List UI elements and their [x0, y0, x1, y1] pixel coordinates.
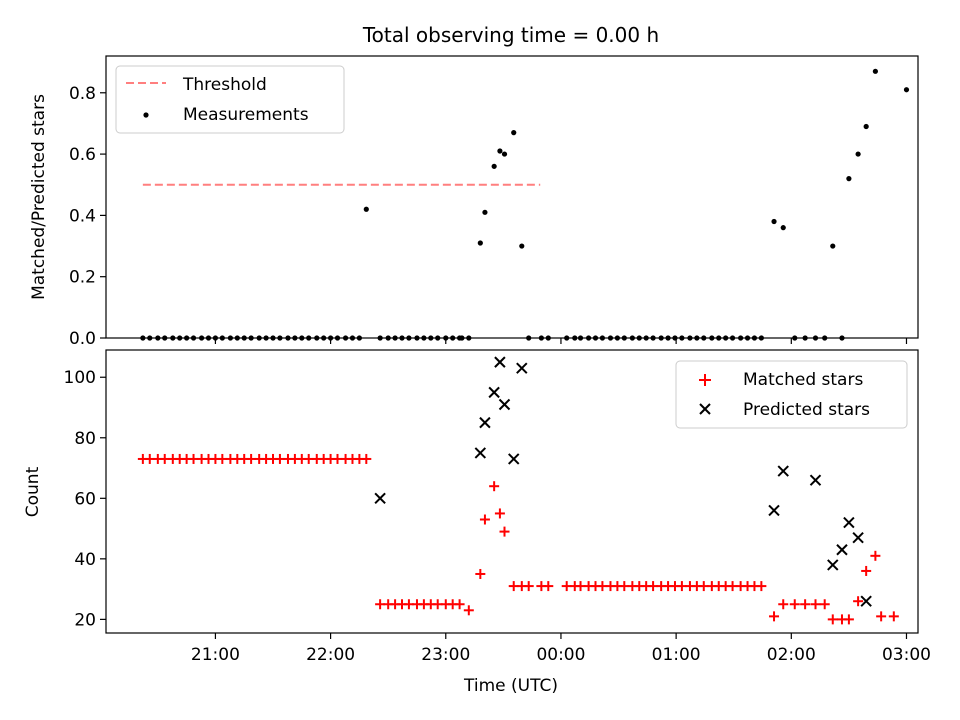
matched-star-point [800, 599, 811, 610]
matched-star-point [778, 599, 789, 610]
predicted-star-point [474, 447, 487, 459]
measurement-point [511, 130, 517, 136]
matched-star-point [475, 568, 486, 579]
measurement-point [477, 240, 483, 246]
measurement-point [501, 151, 508, 157]
measurement-point [903, 87, 910, 93]
predicted-star-point [860, 595, 872, 607]
matched-star-point [523, 581, 534, 592]
bottom-plot-frame [105, 349, 919, 634]
bottom-legend-box [675, 360, 908, 429]
top-panel: 0.00.20.40.60.8 Matched/Predicted stars … [29, 55, 919, 349]
x-tick-label: 00:00 [536, 645, 585, 665]
predicted-star-point [843, 516, 855, 529]
predicted-star-point [777, 465, 789, 477]
measurement-point [855, 151, 861, 157]
matched-star-point [888, 611, 899, 622]
matched-star-point [756, 581, 767, 592]
matched-star-point [489, 481, 500, 492]
legend-matched-swatch [699, 374, 711, 386]
predicted-star-point [852, 531, 864, 544]
predicted-star-point [827, 559, 839, 571]
predicted-star-point [516, 362, 528, 374]
x-tick-label: 02:00 [767, 645, 816, 665]
x-tick-label: 03:00 [882, 645, 931, 665]
x-tick-label: 21:00 [191, 645, 240, 665]
predicted-star-point [809, 474, 822, 486]
predicted-star-point [498, 398, 511, 411]
predicted-stars-layer [374, 356, 872, 607]
bottom-y-tick-label: 20 [74, 610, 96, 630]
measurement-point [780, 225, 786, 231]
matched-star-point [789, 599, 800, 610]
predicted-star-point [374, 492, 386, 505]
matched-star-point [543, 581, 554, 592]
matched-star-point [454, 599, 465, 610]
predicted-star-point [836, 544, 848, 556]
matched-star-point [861, 565, 872, 576]
bottom-y-tick-label: 80 [74, 429, 96, 449]
bottom-y-ticks: 20 40 60 80 100 [64, 368, 106, 630]
bottom-y-tick-label: 100 [64, 368, 96, 388]
top-y-tick-label: 0.8 [69, 84, 96, 104]
x-tick-label: 01:00 [652, 645, 701, 665]
predicted-star-point [768, 504, 780, 517]
top-y-tick-label: 0.2 [69, 268, 96, 288]
bottom-y-tick-label: 40 [74, 550, 96, 570]
x-tick-label: 22:00 [306, 645, 355, 665]
top-legend-box [115, 65, 345, 134]
top-y-axis-label: Matched/Predicted stars [29, 94, 49, 300]
bottom-x-ticks: 21:00 22:00 23:00 00:00 01:00 02:00 03:00 [191, 633, 931, 665]
predicted-star-point [488, 386, 500, 399]
bottom-legend: Matched stars Predicted stars [675, 360, 908, 429]
bottom-panel: 20 40 60 80 100 21:00 22:00 23:00 00:00 01:00 02:… [23, 349, 931, 696]
measurement-point [872, 68, 878, 74]
bottom-y-axis-label: Count [23, 466, 43, 517]
bottom-y-tick-label: 60 [74, 489, 96, 509]
legend-matched-label: Matched stars [743, 370, 863, 390]
legend-predicted-label: Predicted stars [743, 400, 870, 420]
measurement-point [771, 218, 777, 225]
top-x-ticks [214, 338, 908, 344]
measurement-point [363, 206, 369, 212]
matched-star-point [463, 605, 474, 616]
top-legend: Threshold Measurements [115, 65, 345, 134]
matched-stars-layer [137, 453, 899, 625]
matched-star-point [827, 614, 838, 625]
measurement-point [482, 209, 488, 215]
top-y-ticks: 0.0 0.2 0.4 0.6 0.8 [69, 84, 106, 349]
matched-star-point [499, 526, 510, 537]
matched-star-point [853, 596, 864, 607]
predicted-star-point [479, 416, 491, 429]
legend-measurements-swatch [143, 112, 149, 118]
top-y-tick-label: 0.0 [69, 329, 96, 349]
matched-star-point [843, 614, 854, 625]
matched-star-point [494, 508, 505, 519]
matched-star-point [479, 514, 490, 525]
matched-star-point [870, 550, 881, 561]
top-y-tick-label: 0.4 [69, 206, 96, 226]
x-axis-label: Time (UTC) [463, 676, 558, 696]
matched-star-point [769, 611, 780, 622]
measurement-point [863, 123, 869, 130]
predicted-star-point [494, 356, 506, 368]
x-tick-label: 23:00 [421, 645, 470, 665]
legend-threshold-label: Threshold [182, 75, 267, 95]
legend-predicted-swatch [699, 403, 711, 415]
top-y-tick-label: 0.6 [69, 145, 96, 165]
top-plot-frame [105, 55, 919, 339]
matched-star-point [810, 599, 821, 610]
legend-measurements-label: Measurements [183, 105, 309, 125]
matched-star-point [819, 599, 830, 610]
measurement-point [491, 163, 497, 169]
measurement-point [497, 148, 503, 154]
chart-title: Total observing time = 0.00 h [362, 23, 659, 47]
measurement-point [830, 243, 836, 249]
measurement-point [519, 243, 525, 249]
matched-star-point [361, 453, 372, 464]
measurement-point [846, 176, 852, 182]
predicted-star-point [508, 453, 520, 465]
matched-star-point [876, 611, 887, 622]
